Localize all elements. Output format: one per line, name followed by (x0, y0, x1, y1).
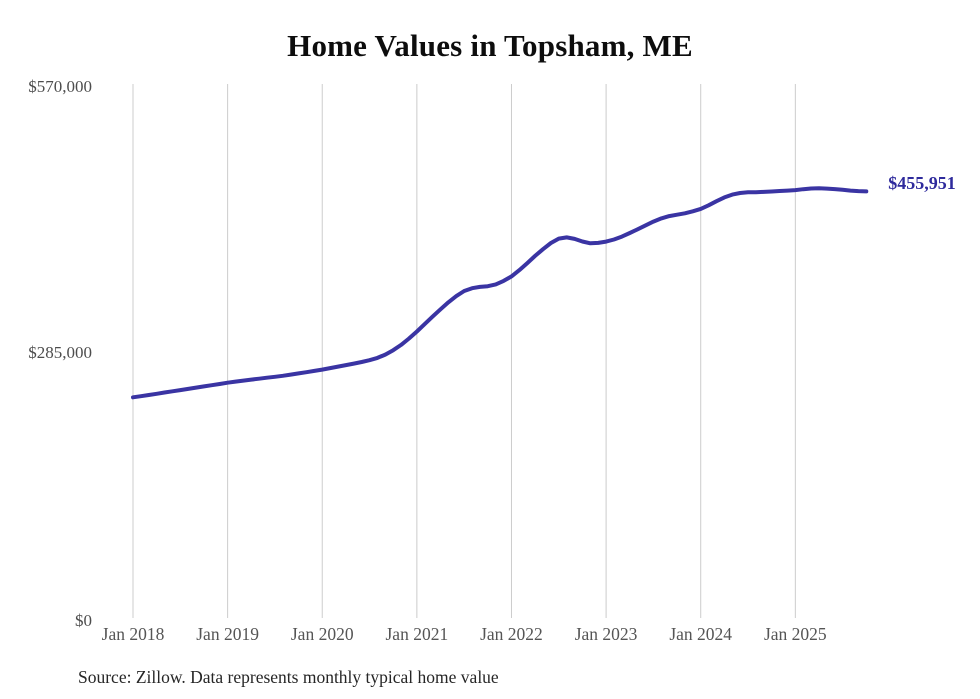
x-axis-tick-label: Jan 2018 (101, 624, 165, 644)
x-axis-tick-label: Jan 2022 (480, 624, 543, 644)
x-axis-tick-label: Jan 2021 (385, 624, 449, 644)
y-axis-tick-label-285000: $285,000 (28, 343, 92, 362)
chart-title: Home Values in Topsham, ME (287, 28, 693, 63)
x-axis-tick-label: Jan 2019 (196, 624, 259, 644)
x-axis-tick-label: Jan 2020 (290, 624, 354, 644)
x-axis-tick-label: Jan 2025 (763, 624, 827, 644)
x-axis-tick-label: Jan 2023 (574, 624, 638, 644)
x-axis-tick-label: Jan 2024 (669, 624, 733, 644)
y-axis-tick-label-570000: $570,000 (28, 77, 92, 96)
home-value-line-series (131, 186, 869, 400)
last-value-label: $455,951 (888, 173, 956, 194)
y-axis-tick-label-0: $0 (75, 611, 92, 630)
source-note: Source: Zillow. Data represents monthly … (78, 667, 499, 687)
